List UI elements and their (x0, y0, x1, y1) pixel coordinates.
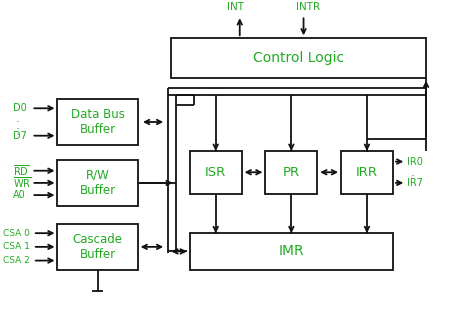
Text: D0: D0 (12, 103, 26, 113)
Text: ISR: ISR (205, 166, 227, 179)
Text: CSA 0: CSA 0 (3, 229, 30, 238)
Bar (341, 151, 393, 193)
Bar (190, 151, 242, 193)
Text: INT: INT (227, 2, 244, 12)
Bar (57, 99, 138, 145)
Text: CSA 2: CSA 2 (3, 256, 30, 265)
Bar (265, 151, 318, 193)
Text: IRR: IRR (356, 166, 378, 179)
Text: .: . (16, 125, 20, 138)
Bar (190, 233, 393, 270)
Bar (57, 224, 138, 270)
Text: IMR: IMR (279, 245, 304, 259)
Text: $\overline{\mathrm{WR}}$: $\overline{\mathrm{WR}}$ (12, 175, 31, 190)
Bar (57, 160, 138, 206)
Text: R/W
Buffer: R/W Buffer (80, 169, 116, 197)
Text: .: . (16, 113, 20, 126)
Text: PR: PR (283, 166, 300, 179)
Text: Data Bus
Buffer: Data Bus Buffer (71, 108, 125, 136)
Text: CSA 1: CSA 1 (3, 242, 30, 251)
Text: $\overline{\mathrm{RD}}$: $\overline{\mathrm{RD}}$ (12, 163, 29, 178)
Text: A0: A0 (12, 190, 25, 200)
Text: D7: D7 (12, 131, 27, 141)
Text: Cascade
Buffer: Cascade Buffer (73, 233, 123, 261)
Text: Control Logic: Control Logic (253, 51, 344, 65)
Text: .: . (410, 166, 414, 179)
Text: INTR: INTR (296, 2, 320, 12)
Text: IR7: IR7 (407, 178, 423, 188)
Text: IR0: IR0 (407, 157, 423, 166)
Text: .: . (16, 118, 20, 131)
Bar (171, 38, 426, 78)
